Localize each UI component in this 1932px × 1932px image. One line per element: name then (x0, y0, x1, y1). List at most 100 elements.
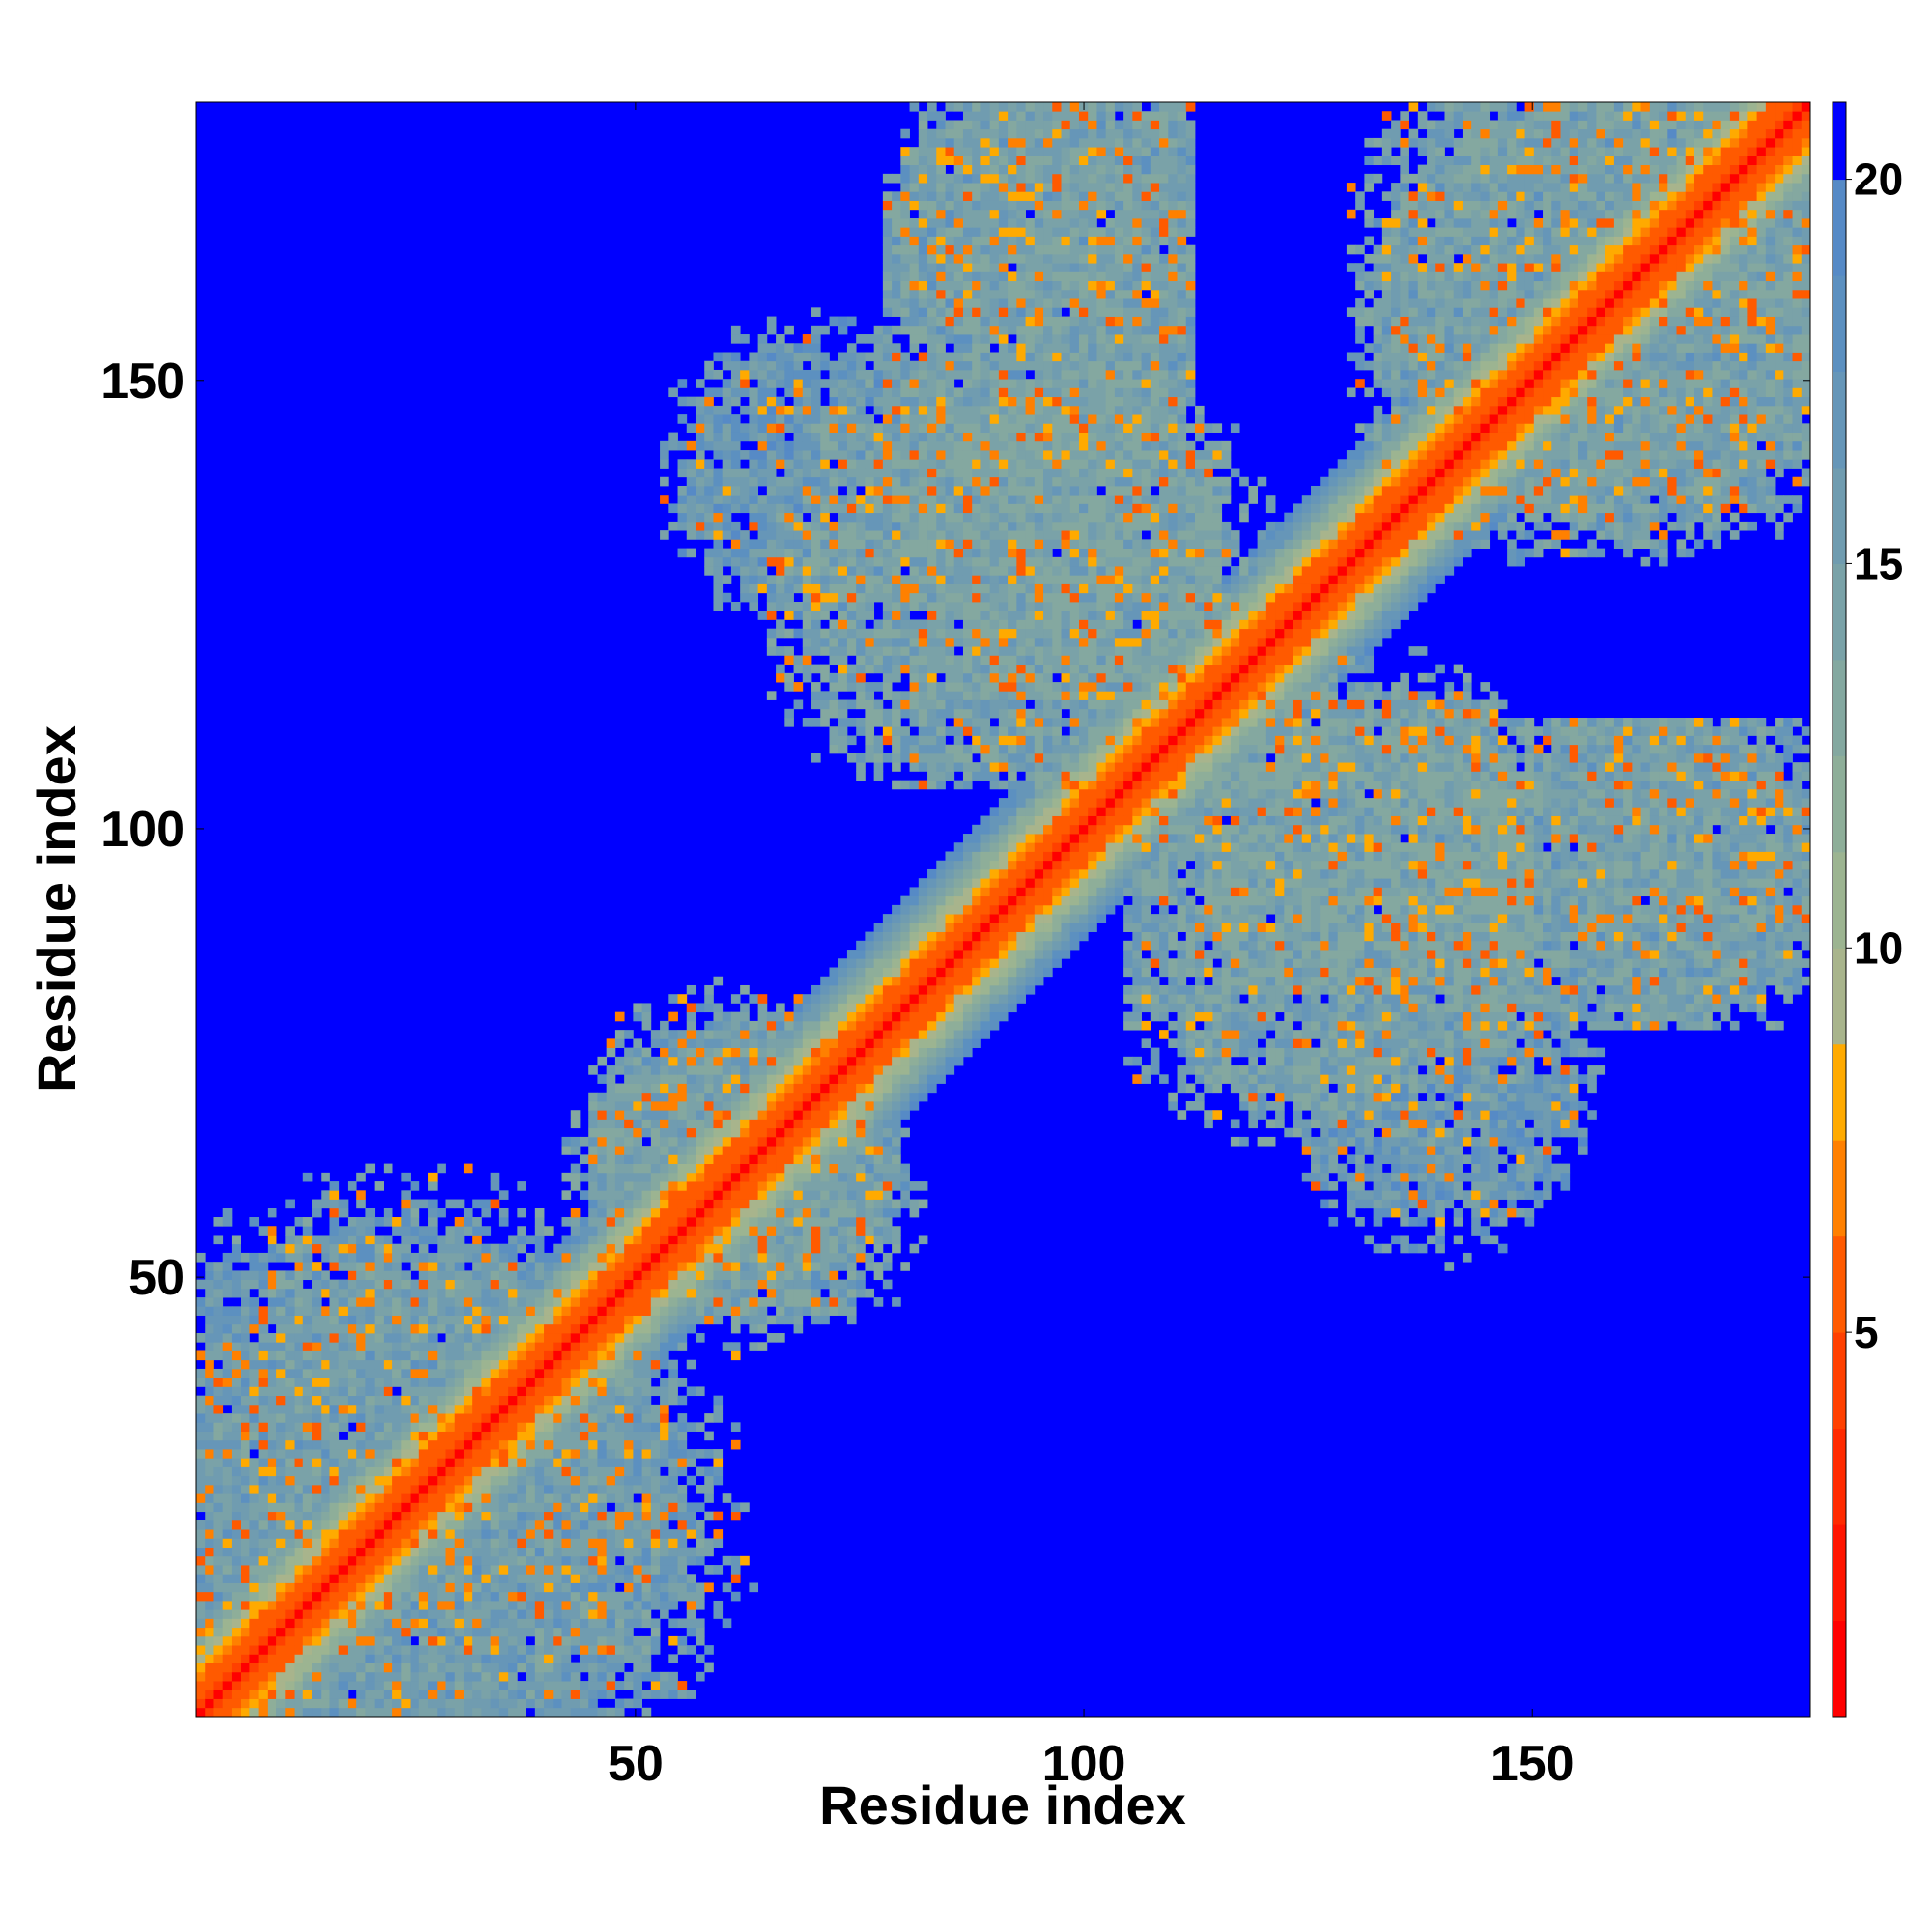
heatmap-cell (205, 1439, 214, 1450)
heatmap-cell (490, 1439, 500, 1450)
heatmap-cell (267, 1422, 277, 1432)
heatmap-cell (660, 1511, 669, 1521)
heatmap-cell (588, 1520, 598, 1530)
heatmap-cell (356, 1671, 366, 1682)
heatmap-cell (802, 369, 812, 380)
heatmap-cell (498, 1315, 509, 1325)
heatmap-cell (633, 1449, 642, 1459)
heatmap-cell (892, 904, 901, 915)
heatmap-cell (285, 1359, 295, 1370)
heatmap-cell (401, 1547, 411, 1557)
heatmap-cell (463, 1627, 473, 1637)
heatmap-cell (258, 1288, 269, 1298)
heatmap-cell (445, 1288, 456, 1298)
heatmap-cell (498, 1475, 509, 1486)
heatmap-cell (873, 762, 884, 772)
heatmap-cell (793, 1092, 804, 1102)
heatmap-cell (276, 1698, 286, 1709)
heatmap-cell (776, 476, 785, 487)
heatmap-cell (222, 1609, 233, 1619)
heatmap-cell (641, 1127, 652, 1138)
heatmap-cell (766, 387, 777, 398)
heatmap-cell (846, 423, 857, 433)
heatmap-cell (374, 1493, 384, 1503)
heatmap-cell (757, 396, 768, 407)
heatmap-cell (686, 1181, 696, 1191)
heatmap-cell (258, 1359, 269, 1370)
heatmap-cell (802, 1163, 812, 1174)
heatmap-cell (356, 1582, 366, 1593)
heatmap-cell (730, 1038, 741, 1048)
heatmap-cell (285, 1493, 295, 1503)
heatmap-cell (873, 583, 884, 594)
heatmap-cell (677, 1449, 688, 1459)
heatmap-cell (802, 664, 812, 674)
heatmap-cell (428, 1484, 438, 1494)
heatmap-cell (231, 1609, 242, 1619)
heatmap-cell (428, 1565, 438, 1575)
heatmap-cell (757, 1297, 768, 1307)
heatmap-cell (695, 1555, 705, 1566)
heatmap-cell (873, 1020, 884, 1031)
heatmap-cell (730, 1252, 741, 1263)
heatmap-cell (614, 1146, 625, 1155)
heatmap-cell (276, 1681, 286, 1690)
heatmap-cell (249, 1484, 260, 1494)
heatmap-cell (829, 994, 839, 1004)
heatmap-cell (838, 450, 848, 460)
heatmap-cell (695, 485, 705, 496)
heatmap-cell (641, 1279, 652, 1290)
heatmap-cell (624, 1458, 634, 1467)
heatmap-cell (624, 1538, 634, 1548)
heatmap-cell (829, 1020, 839, 1031)
heatmap-cell (401, 1493, 411, 1503)
heatmap-cell (856, 440, 866, 451)
heatmap-cell (356, 1323, 366, 1334)
heatmap-cell (481, 1547, 492, 1557)
heatmap-cell (508, 1449, 518, 1459)
heatmap-cell (730, 1083, 741, 1094)
heatmap-cell (383, 1252, 393, 1263)
heatmap-cell (285, 1378, 295, 1387)
heatmap-cell (793, 459, 804, 469)
heatmap-cell (302, 1466, 313, 1477)
heatmap-cell (356, 1502, 366, 1513)
heatmap-cell (267, 1333, 277, 1343)
heatmap-cell (321, 1681, 330, 1690)
heatmap-cell (338, 1315, 349, 1325)
heatmap-cell (222, 1502, 233, 1513)
heatmap-cell (490, 1378, 500, 1387)
heatmap-cell (882, 1154, 893, 1165)
heatmap-cell (294, 1502, 304, 1513)
heatmap-cell (873, 405, 884, 415)
heatmap-cell (730, 1208, 741, 1218)
heatmap-cell (722, 1146, 732, 1155)
heatmap-cell (588, 1270, 598, 1281)
heatmap-cell (829, 691, 839, 700)
heatmap-cell (846, 414, 857, 424)
heatmap-cell (418, 1502, 429, 1513)
heatmap-cell (660, 450, 669, 460)
heatmap-cell (838, 726, 848, 736)
heatmap-cell (312, 1582, 322, 1593)
heatmap-cell (784, 1190, 794, 1200)
heatmap-cell (838, 601, 848, 611)
heatmap-cell (329, 1315, 340, 1325)
heatmap-cell (383, 1422, 393, 1432)
heatmap-cell (686, 1235, 696, 1245)
heatmap-cell (553, 1475, 562, 1486)
heatmap-cell (811, 1136, 821, 1147)
heatmap-cell (241, 1635, 250, 1646)
heatmap-cell (749, 396, 759, 407)
heatmap-cell (730, 566, 741, 576)
heatmap-cell (508, 1422, 518, 1432)
heatmap-cell (588, 1181, 598, 1191)
heatmap-cell (498, 1609, 509, 1619)
heatmap-cell (383, 1698, 393, 1709)
heatmap-cell (508, 1484, 518, 1494)
heatmap-cell (383, 1690, 393, 1699)
heatmap-cell (776, 1297, 785, 1307)
heatmap-cell (730, 521, 741, 531)
heatmap-cell (793, 628, 804, 639)
heatmap-cell (231, 1306, 242, 1316)
